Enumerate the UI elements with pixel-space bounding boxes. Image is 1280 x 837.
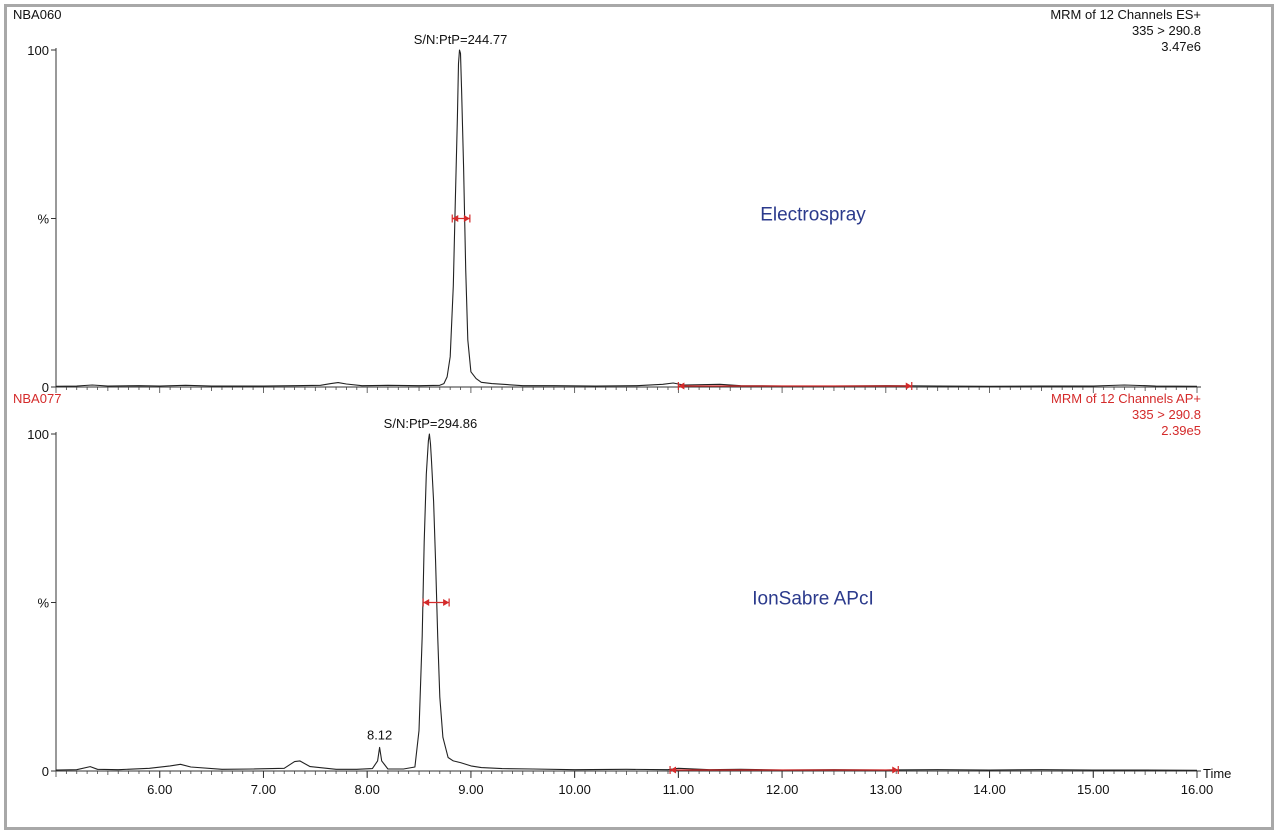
- sample-label: NBA060: [13, 7, 61, 22]
- minor-ticks: [55, 387, 1198, 393]
- x-tick-label: 7.00: [251, 782, 276, 797]
- chromatogram-panel-1: NBA060 MRM of 12 Channels ES+335 > 290.83…: [13, 7, 1201, 395]
- x-axis: 6.00 7.00 8.00 9.00 10.00 11.00 12.00 13.00 14.0…: [147, 766, 1231, 797]
- chromatogram-panel-2: NBA077 MRM of 12 Channels AP+335 > 290.82…: [13, 391, 1201, 779]
- y-tick-label-2: %: [37, 212, 49, 227]
- x-tick-label: 15.00: [1077, 782, 1110, 797]
- peak-width-marker-right-head: [443, 599, 450, 606]
- peak-width-marker: [451, 214, 471, 223]
- noise-region-marker: [677, 382, 913, 390]
- x-axis-title: Time: [1203, 766, 1231, 781]
- x-tick-label: 10.00: [558, 782, 591, 797]
- peak-width-marker-left-head: [423, 599, 430, 606]
- ionization-annotation: Electrospray: [760, 205, 866, 226]
- y-tick-label-1: 100: [27, 427, 49, 442]
- y-tick-label-3: 0: [42, 764, 49, 779]
- noise-region-marker-right-head: [892, 766, 899, 774]
- trace-line: [55, 433, 1198, 771]
- channel-info-line-1: MRM of 12 Channels AP+: [1051, 391, 1201, 406]
- chart-frame: NBA060 MRM of 12 Channels ES+ 335 > 290.8 3…: [4, 4, 1274, 830]
- y-tick-label-2: %: [37, 596, 49, 611]
- x-tick-label: 9.00: [458, 782, 483, 797]
- minor-peak-label: 8.12: [367, 727, 392, 742]
- channel-info-line-2: 335 > 290.8: [1132, 407, 1201, 422]
- noise-region-marker: [669, 766, 899, 774]
- x-tick-label: 6.00: [147, 782, 172, 797]
- sample-label: NBA077: [13, 391, 61, 406]
- peak-signal-to-noise-label: S/N:PtP=294.86: [384, 416, 478, 431]
- x-tick-label: 16.00: [1181, 782, 1214, 797]
- y-tick-label-3: 0: [42, 380, 49, 395]
- peak-width-marker-right-head: [463, 215, 470, 222]
- trace-line: [55, 49, 1198, 387]
- x-tick-label: 11.00: [663, 782, 695, 797]
- noise-region-marker-right-head: [905, 382, 912, 390]
- chromatogram-chart: NBA060 MRM of 12 Channels ES+335 > 290.83…: [13, 7, 1231, 797]
- channel-info-line-2: 335 > 290.8: [1132, 23, 1201, 38]
- channel-info-line-3: 2.39e5: [1161, 423, 1201, 438]
- peak-width-marker-left-head: [452, 215, 459, 222]
- x-tick-label: 13.00: [870, 782, 903, 797]
- channel-info-line-3: 3.47e6: [1161, 39, 1201, 54]
- ionization-annotation: IonSabre APcI: [752, 589, 873, 610]
- y-tick-label-1: 100: [27, 43, 49, 58]
- peak-signal-to-noise-label: S/N:PtP=244.77: [414, 32, 508, 47]
- channel-info-line-1: MRM of 12 Channels ES+: [1050, 7, 1201, 22]
- x-tick-label: 8.00: [355, 782, 380, 797]
- noise-region-marker-left-head: [670, 766, 677, 774]
- minor-ticks: [55, 771, 1198, 777]
- x-tick-label: 14.00: [973, 782, 1006, 797]
- noise-region-marker-left-head: [678, 382, 685, 390]
- peak-width-marker: [422, 598, 450, 607]
- x-tick-label: 12.00: [766, 782, 799, 797]
